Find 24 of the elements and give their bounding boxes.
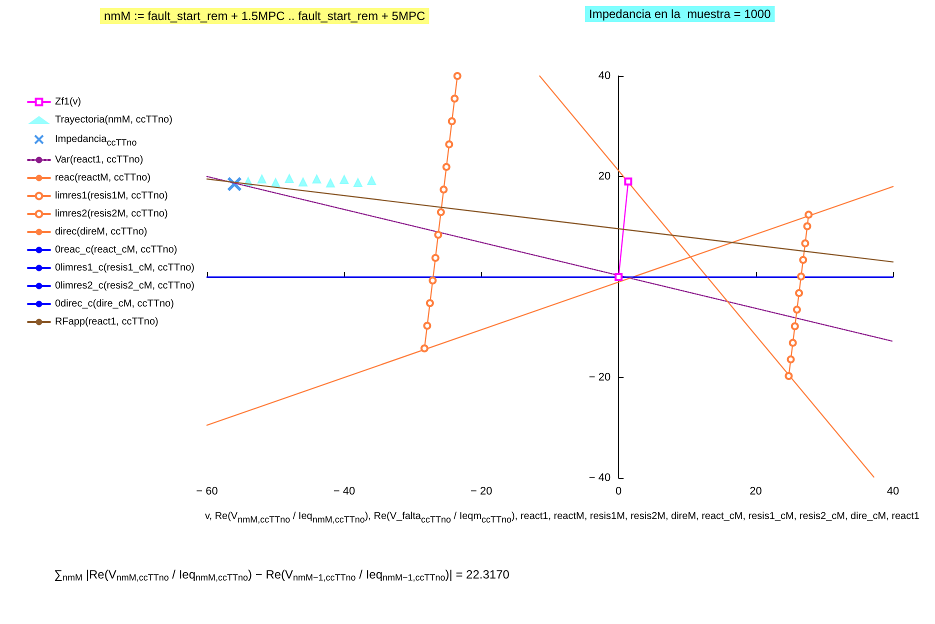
y-tick-label: − 20 [588,372,611,384]
x-tick-label: − 20 [470,486,492,498]
x-tick-label: 20 [750,486,762,498]
text: nmM := fault_start_rem + 1.5MPC .. fault_start_rem + 5MPC [104,9,426,23]
legend-label: Var(react1, ccTTno) [55,154,144,166]
x-tick-label: − 40 [333,486,356,498]
y-tick-label: 40 [598,70,611,82]
x-tick-label: 0 [616,486,622,498]
y-tick-label: 20 [598,170,611,182]
legend-label: 0reac_c(react_cM, ccTTno) [55,244,178,256]
x-tick-label: 40 [886,486,900,498]
legend-label: Trayectoria(nmM, ccTTno) [55,114,172,126]
legend-label: 0limres2_c(resis2_cM, ccTTno) [55,280,194,292]
legend-label: 0direc_c(dire_cM, ccTTno) [55,298,174,310]
legend-label: limres1(resis1M, ccTTno) [55,190,168,202]
legend-label: RFapp(react1, ccTTno) [55,316,158,328]
legend-label: direc(direM, ccTTno) [55,226,148,238]
legend-label: Zf1(v) [55,96,82,108]
legend-label: reac(reactM, ccTTno) [55,172,151,184]
text: Impedancia en la muestra = 1000 [589,7,772,21]
legend-label: limres2(resis2M, ccTTno) [55,208,168,220]
y-tick-label: − 40 [588,472,611,484]
x-tick-label: − 60 [196,486,218,498]
legend-label: 0limres1_c(resis1_cM, ccTTno) [55,262,194,274]
